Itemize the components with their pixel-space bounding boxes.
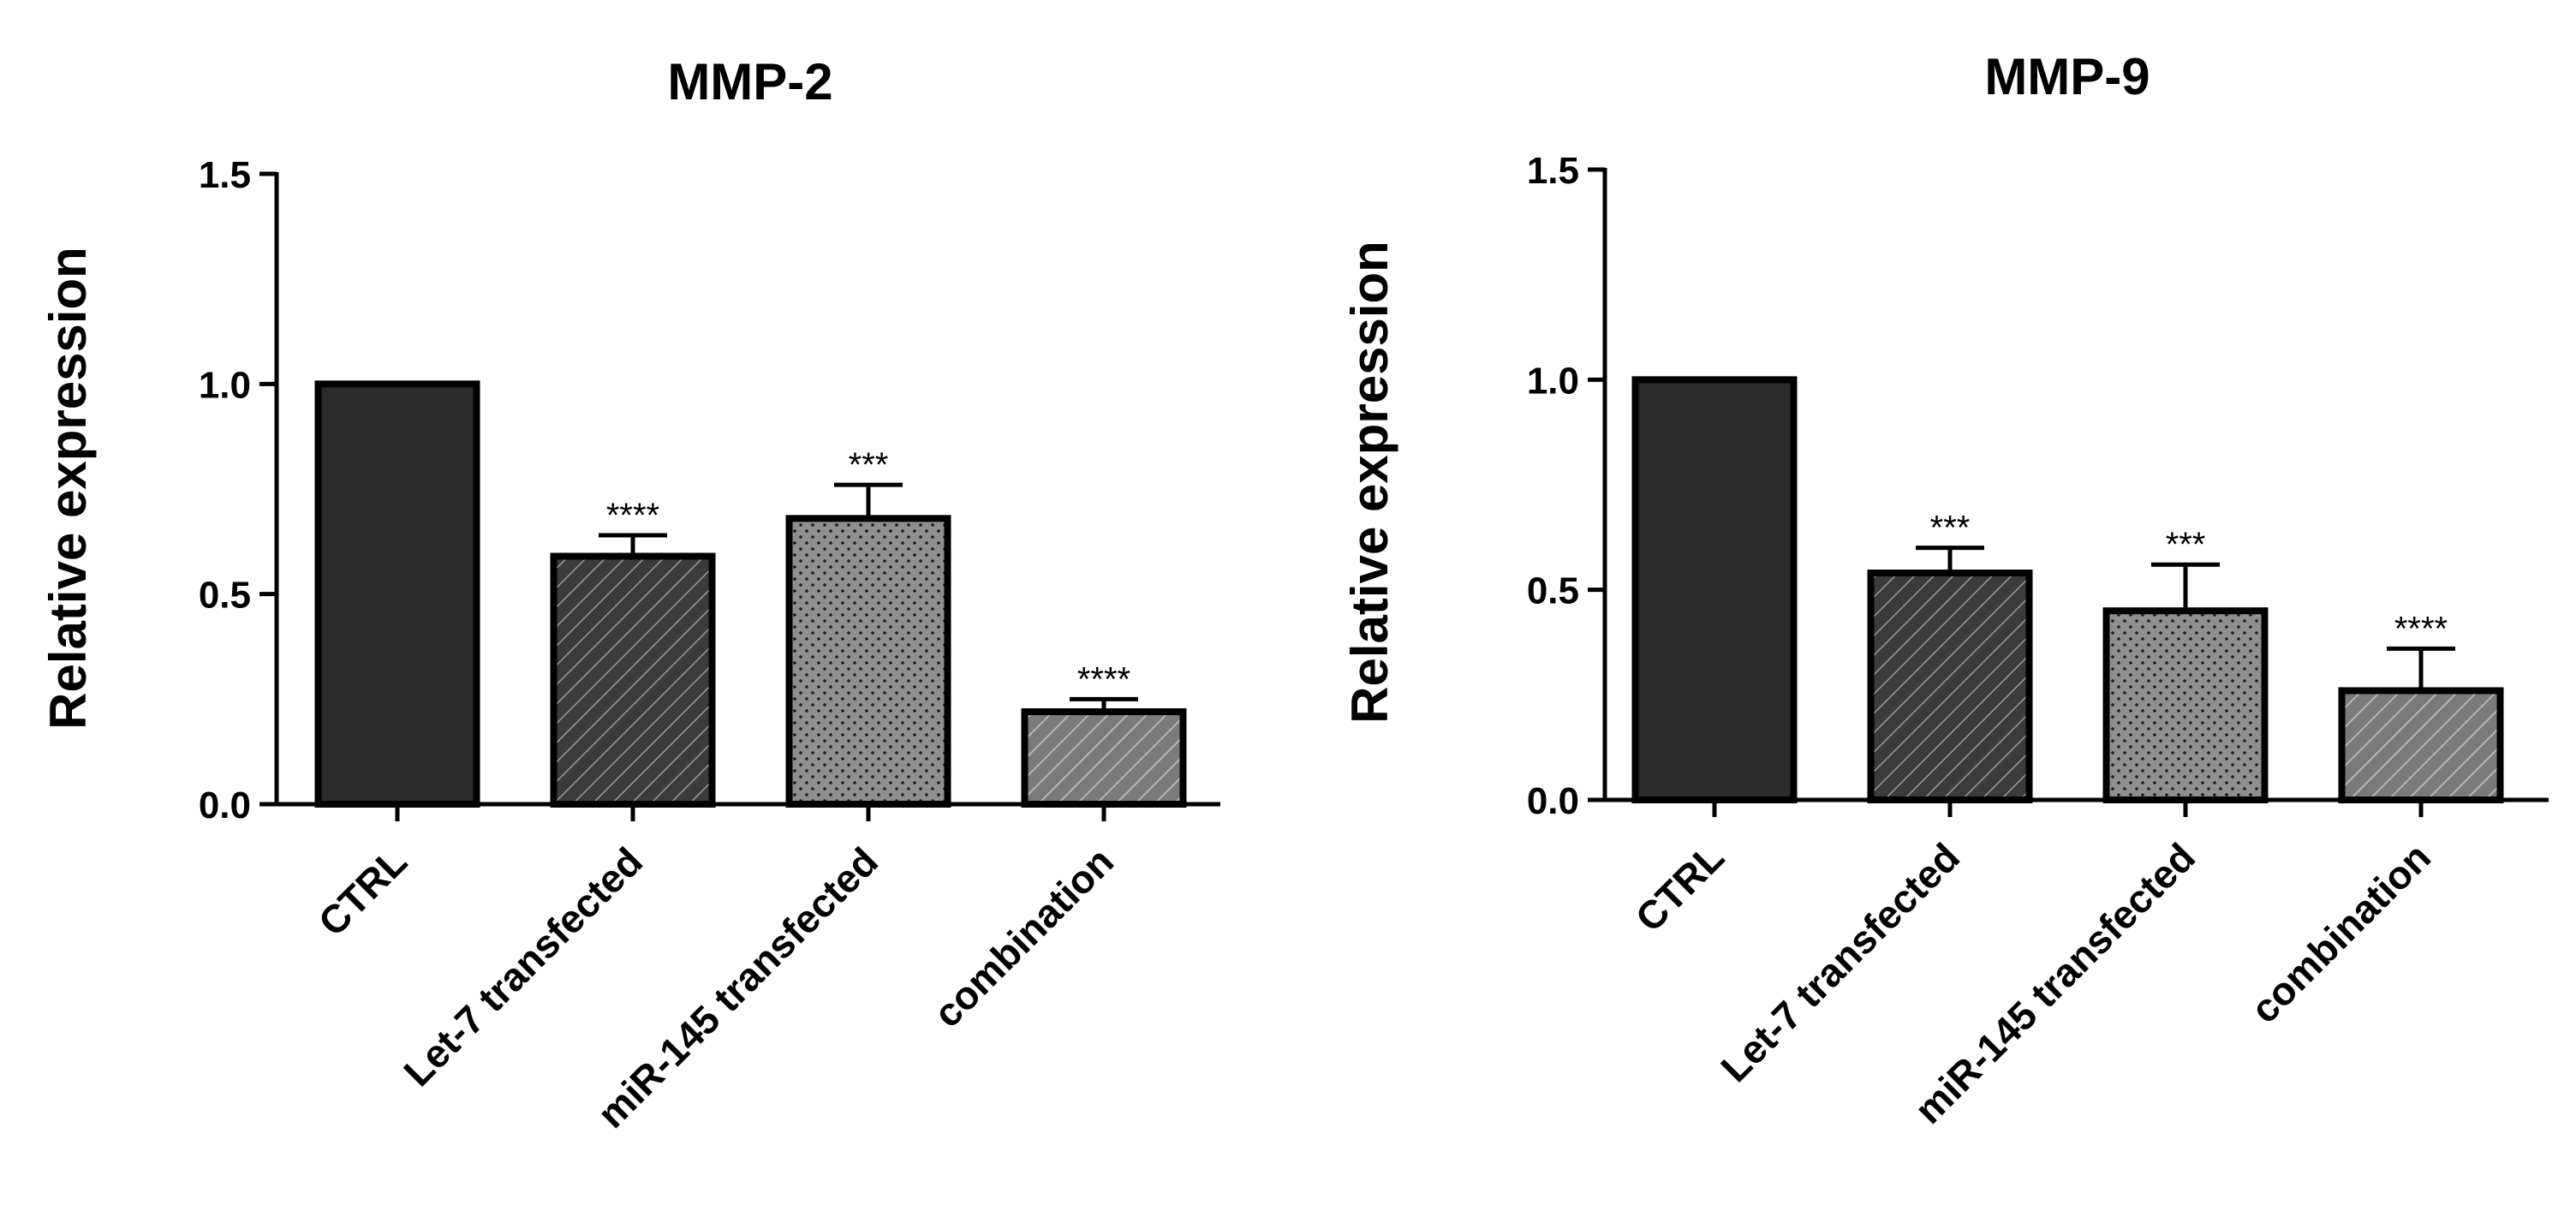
y-tick-label: 0.5: [199, 575, 251, 617]
y-tick-label: 1.5: [199, 154, 251, 196]
significance-combination: ****: [1077, 660, 1130, 698]
chart-marks: 0.0 0.5 1.0 1.5 CTRL **** Let-7 transfected ***…: [199, 154, 1220, 1136]
x-tick-label-combination: combination: [925, 838, 1122, 1035]
y-tick-label: 0.5: [1527, 570, 1579, 612]
significance-let-7-transfected: ****: [606, 497, 659, 534]
bar-combination: [1021, 708, 1187, 808]
chart-title: MMP-2: [667, 53, 832, 110]
bar-combination: [2338, 687, 2504, 804]
y-axis-label: Relative expression: [1341, 241, 1398, 724]
chart-mmp9: MMP-9 Relative expression 0.0 0.5 1.0 1.5 CT…: [1341, 48, 2549, 1132]
bar-mir-145-transfected: [2102, 607, 2269, 804]
bar-let-7-transfected: [550, 552, 716, 808]
bar-let-7-transfected: [1867, 570, 2033, 803]
x-tick-label-ctrl: CTRL: [1627, 834, 1732, 940]
bar-mir-145-transfected: [785, 515, 951, 808]
y-tick-label: 0.0: [199, 784, 251, 826]
significance-combination: ****: [2394, 610, 2448, 647]
x-tick-label-let-7-transfected: Let-7 transfected: [395, 838, 651, 1095]
y-tick-label: 1.5: [1527, 150, 1579, 192]
significance-let-7-transfected: ***: [1930, 510, 1971, 547]
y-tick-label: 1.0: [1527, 360, 1579, 402]
chart-panel-mmp9: MMP-9 Relative expression 0.0 0.5 1.0 1.5 CT…: [1288, 0, 2576, 1217]
significance-mir-145-transfected: ***: [2166, 526, 2206, 564]
chart-title: MMP-9: [1984, 48, 2150, 105]
chart-panel-mmp2: MMP-2 Relative expression 0.0 0.5 1.0 1.5 CT…: [39, 53, 1220, 1136]
x-tick-label-combination: combination: [2242, 834, 2439, 1031]
y-tick-label: 1.0: [199, 364, 251, 406]
x-tick-label-let-7-transfected: Let-7 transfected: [1712, 834, 1968, 1090]
significance-mir-145-transfected: ***: [849, 446, 889, 484]
chart-mmp2: MMP-2 Relative expression 0.0 0.5 1.0 1.5 CT…: [39, 53, 1220, 1136]
y-axis-label: Relative expression: [39, 247, 97, 730]
x-tick-label-ctrl: CTRL: [310, 838, 415, 944]
bar-ctrl: [314, 380, 480, 808]
bar-ctrl: [1631, 376, 1798, 803]
y-tick-label: 0.0: [1527, 780, 1579, 822]
